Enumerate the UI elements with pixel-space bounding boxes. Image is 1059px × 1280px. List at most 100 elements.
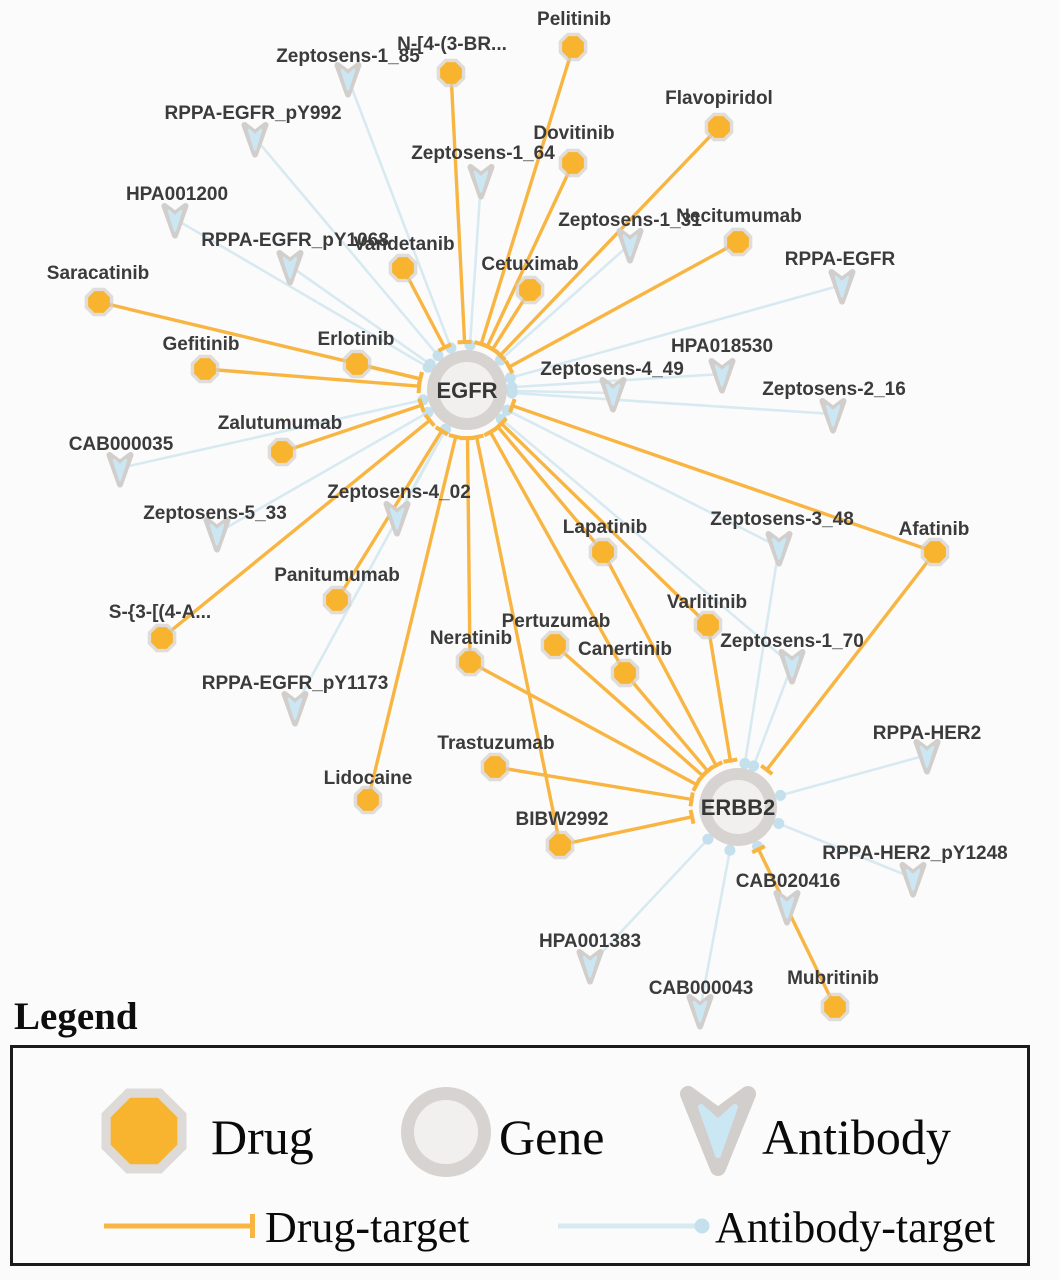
antibody-node[interactable] <box>334 62 362 98</box>
drug-node[interactable] <box>388 253 418 283</box>
drug-node[interactable] <box>267 437 297 467</box>
antibody-icon-inner <box>784 655 800 678</box>
drug-target-edge <box>485 162 575 348</box>
node-label: Erlotinib <box>317 329 394 350</box>
antibody-node[interactable] <box>576 949 604 985</box>
drug-node[interactable] <box>147 623 177 653</box>
antibody-node[interactable] <box>773 890 801 926</box>
drug-target-legend-label: Drug-target <box>265 1203 470 1252</box>
drug-edge-tee <box>437 342 452 353</box>
antibody-target-edge <box>468 179 483 346</box>
drug-node[interactable] <box>545 830 575 860</box>
drug-icon <box>440 62 462 84</box>
antibody-icon-inner <box>247 128 263 151</box>
drug-target-edge <box>494 765 692 802</box>
gene-node[interactable]: EGFR <box>427 350 507 430</box>
node-label: RPPA-HER2 <box>873 723 981 744</box>
drug-target-edge <box>160 418 431 640</box>
drug-node[interactable] <box>190 354 220 384</box>
antibody-edge-dot <box>773 818 785 830</box>
drug-icon <box>326 589 348 611</box>
antibody-icon-inner <box>473 170 489 193</box>
antibody-icon-inner <box>622 234 638 257</box>
drug-node[interactable] <box>353 785 383 815</box>
drug-edge-tee <box>723 757 738 764</box>
antibody-edge-dot <box>774 789 786 801</box>
drug-edge-tee <box>448 433 464 441</box>
drug-icon <box>151 627 173 649</box>
gene-fill <box>439 362 495 418</box>
antibody-icon-inner <box>771 537 787 560</box>
drug-node[interactable] <box>558 148 588 178</box>
antibody-node[interactable] <box>778 649 806 685</box>
antibody-node[interactable] <box>599 377 627 413</box>
node-label: Zeptosens-1_70 <box>720 631 864 652</box>
drug-edge-tee <box>483 426 498 438</box>
drug-node[interactable] <box>588 537 618 567</box>
antibody-node[interactable] <box>161 203 189 239</box>
antibody-edge-dot <box>724 844 736 856</box>
antibody-node[interactable] <box>241 122 269 158</box>
drug-node[interactable] <box>455 647 485 677</box>
antibody-node[interactable] <box>203 517 231 553</box>
drug-node[interactable] <box>322 585 352 615</box>
node-label: RPPA-EGFR_pY992 <box>164 103 341 124</box>
drug-node[interactable] <box>436 58 466 88</box>
node-label: Zeptosens-1_64 <box>411 143 555 164</box>
node-label: Neratinib <box>430 628 512 649</box>
antibody-node[interactable] <box>899 862 927 898</box>
drug-target-edge <box>469 660 698 787</box>
antibody-node[interactable] <box>383 501 411 537</box>
drug-node[interactable] <box>820 992 850 1022</box>
drug-icon <box>824 996 846 1018</box>
drug-edge-tee <box>434 425 449 437</box>
antibody-node[interactable] <box>913 739 941 775</box>
drug-icon <box>549 834 571 856</box>
node-label: RPPA-EGFR <box>785 249 896 270</box>
drug-node[interactable] <box>693 610 723 640</box>
antibody-node[interactable] <box>276 250 304 286</box>
antibody-node[interactable] <box>708 358 736 394</box>
gene-node[interactable]: ERBB2 <box>699 768 777 846</box>
antibody-node[interactable] <box>106 452 134 488</box>
node-label: Dovitinib <box>533 123 614 144</box>
drug-node[interactable] <box>723 227 753 257</box>
node-label: Lapatinib <box>563 517 647 538</box>
drug-target-edge <box>765 550 937 771</box>
antibody-node[interactable] <box>467 164 495 200</box>
drug-node[interactable] <box>480 752 510 782</box>
drug-node[interactable] <box>540 630 570 660</box>
drug-target-edge <box>204 367 420 388</box>
antibody-icon-inner <box>112 458 128 481</box>
antibody-node[interactable] <box>686 994 714 1030</box>
node-label: Saracatinib <box>47 263 149 284</box>
drug-node[interactable] <box>558 32 588 62</box>
antibody-target-legend-icon <box>558 1218 710 1234</box>
drug-target-edges <box>98 46 937 1008</box>
drug-node[interactable] <box>920 537 950 567</box>
antibody-legend-icon <box>680 1086 756 1176</box>
antibody-node[interactable] <box>765 531 793 567</box>
drug-edge-tee <box>417 397 426 413</box>
node-label: HPA001383 <box>539 931 641 952</box>
drug-node[interactable] <box>515 275 545 305</box>
drug-target-edge <box>496 425 605 554</box>
antibody-node[interactable] <box>281 691 309 727</box>
antibody-node[interactable] <box>616 228 644 264</box>
drug-icon <box>614 662 636 684</box>
antibody-edge-dot <box>424 358 436 370</box>
antibody-target-edge <box>752 664 794 767</box>
node-label: HPA001200 <box>126 184 228 205</box>
drug-node[interactable] <box>342 349 372 379</box>
node-label: BIBW2992 <box>516 809 609 830</box>
antibody-target-edge <box>511 389 614 395</box>
antibody-node[interactable] <box>828 269 856 305</box>
drug-target-legend-icon <box>104 1214 255 1238</box>
drug-node[interactable] <box>84 287 114 317</box>
antibody-target-edge <box>174 217 429 369</box>
drug-node[interactable] <box>610 658 640 688</box>
antibody-node[interactable] <box>819 398 847 434</box>
drug-node[interactable] <box>704 112 734 142</box>
drug-icon <box>924 541 946 563</box>
